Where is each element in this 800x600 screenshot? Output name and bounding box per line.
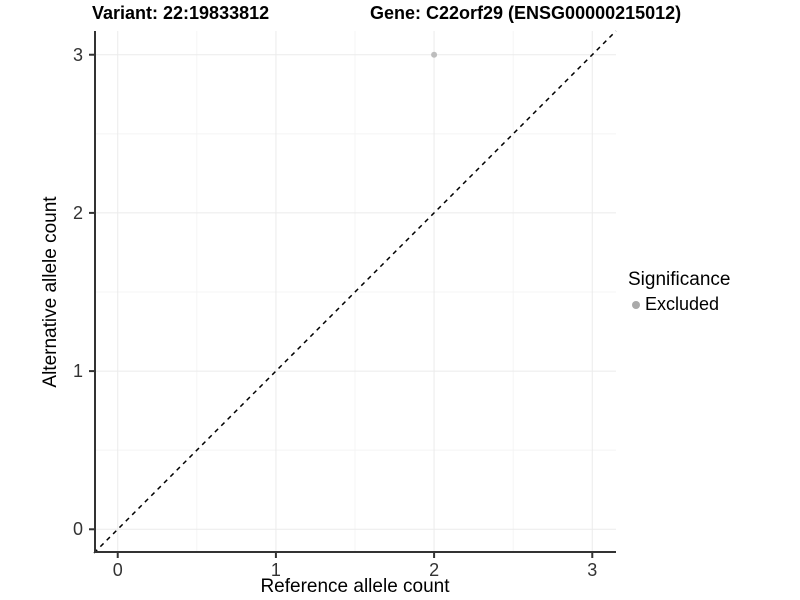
x-tick-label: 3 <box>587 560 598 580</box>
x-axis-title: Reference allele count <box>260 576 450 597</box>
y-tick-label: 2 <box>72 202 83 223</box>
y-tick-label: 3 <box>72 44 83 65</box>
legend-item-excluded: Excluded <box>628 294 730 315</box>
y-tick-label: 0 <box>72 519 83 540</box>
x-tick-label: 0 <box>112 560 123 580</box>
plot-title-variant: Variant: 22:19833812 <box>92 3 270 23</box>
y-tick-label: 1 <box>72 361 83 382</box>
x-tick-label: 2 <box>429 560 440 580</box>
x-tick-label: 1 <box>270 560 281 580</box>
y-axis-title: Alternative allele count <box>40 196 61 388</box>
identity-line <box>93 30 617 554</box>
plot-panel <box>89 30 617 558</box>
legend-key-dot-icon <box>632 300 640 309</box>
data-point <box>431 51 438 58</box>
legend-title: Significance <box>628 269 731 290</box>
plot-area <box>89 30 617 558</box>
legend: Significance Excluded <box>628 268 730 315</box>
legend-item-label: Excluded <box>645 294 720 314</box>
plot-title-gene: Gene: C22orf29 (ENSG00000215012) <box>370 3 682 23</box>
